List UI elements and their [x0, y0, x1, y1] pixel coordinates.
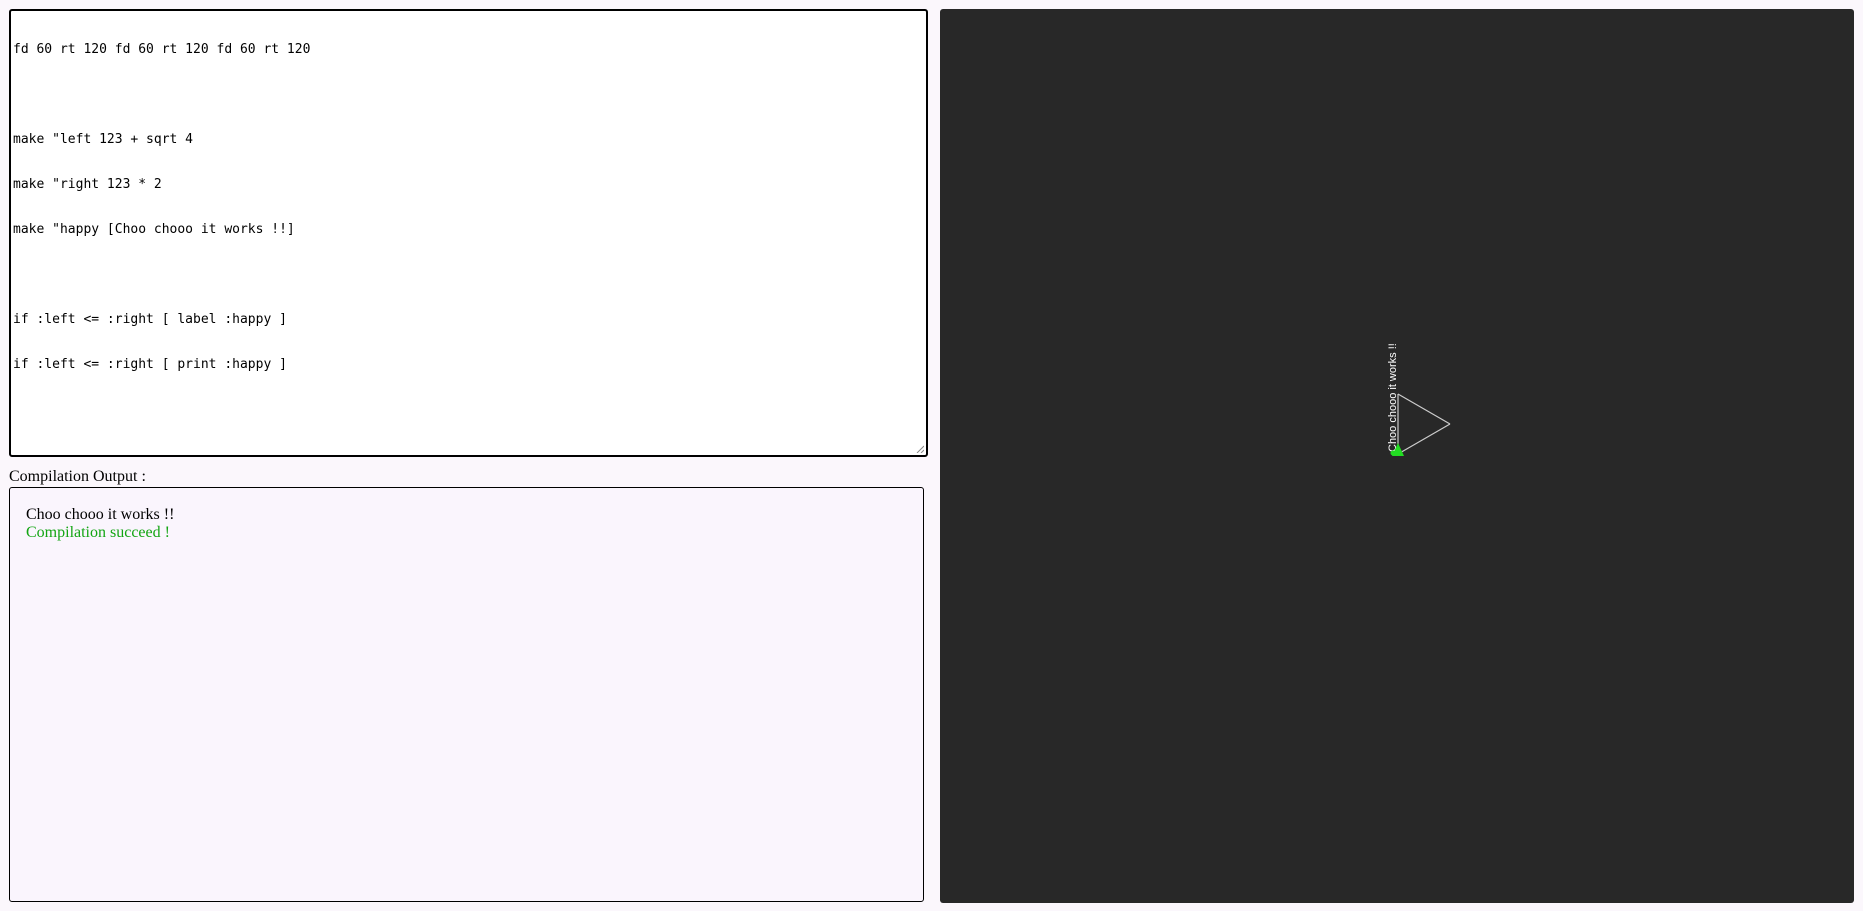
- turtle-canvas[interactable]: Choo chooo it works !!: [940, 9, 1854, 903]
- turtle-path-segment: [1397, 423, 1451, 455]
- turtle-label: Choo chooo it works !!: [1387, 343, 1399, 452]
- code-line: make "right 123 * 2: [13, 177, 162, 192]
- code-line: if :left <= :right [ label :happy ]: [13, 312, 287, 327]
- left-panel: fd 60 rt 120 fd 60 rt 120 fd 60 rt 120 m…: [9, 9, 928, 904]
- code-line: make "left 123 + sqrt 4: [13, 132, 194, 147]
- turtle-icon-head: [1390, 450, 1396, 456]
- turtle-drawing: Choo chooo it works !!: [1387, 343, 1451, 456]
- code-line: if :left <= :right [ print :happy ]: [13, 357, 287, 372]
- output-status: Compilation succeed !: [26, 524, 170, 541]
- turtle-path-segment: [1397, 393, 1451, 425]
- compilation-output: Choo chooo it works !! Compilation succe…: [9, 487, 924, 902]
- code-line: [13, 87, 924, 102]
- code-line: fd 60 rt 120 fd 60 rt 120 fd 60 rt 120: [13, 42, 311, 57]
- resize-handle-icon[interactable]: [916, 445, 924, 453]
- code-line: [13, 267, 924, 282]
- output-printed-line: Choo chooo it works !!: [26, 506, 175, 523]
- code-line: make "happy [Choo chooo it works !!]: [13, 222, 295, 237]
- code-editor[interactable]: fd 60 rt 120 fd 60 rt 120 fd 60 rt 120 m…: [9, 9, 928, 457]
- output-label: Compilation Output :: [9, 468, 146, 485]
